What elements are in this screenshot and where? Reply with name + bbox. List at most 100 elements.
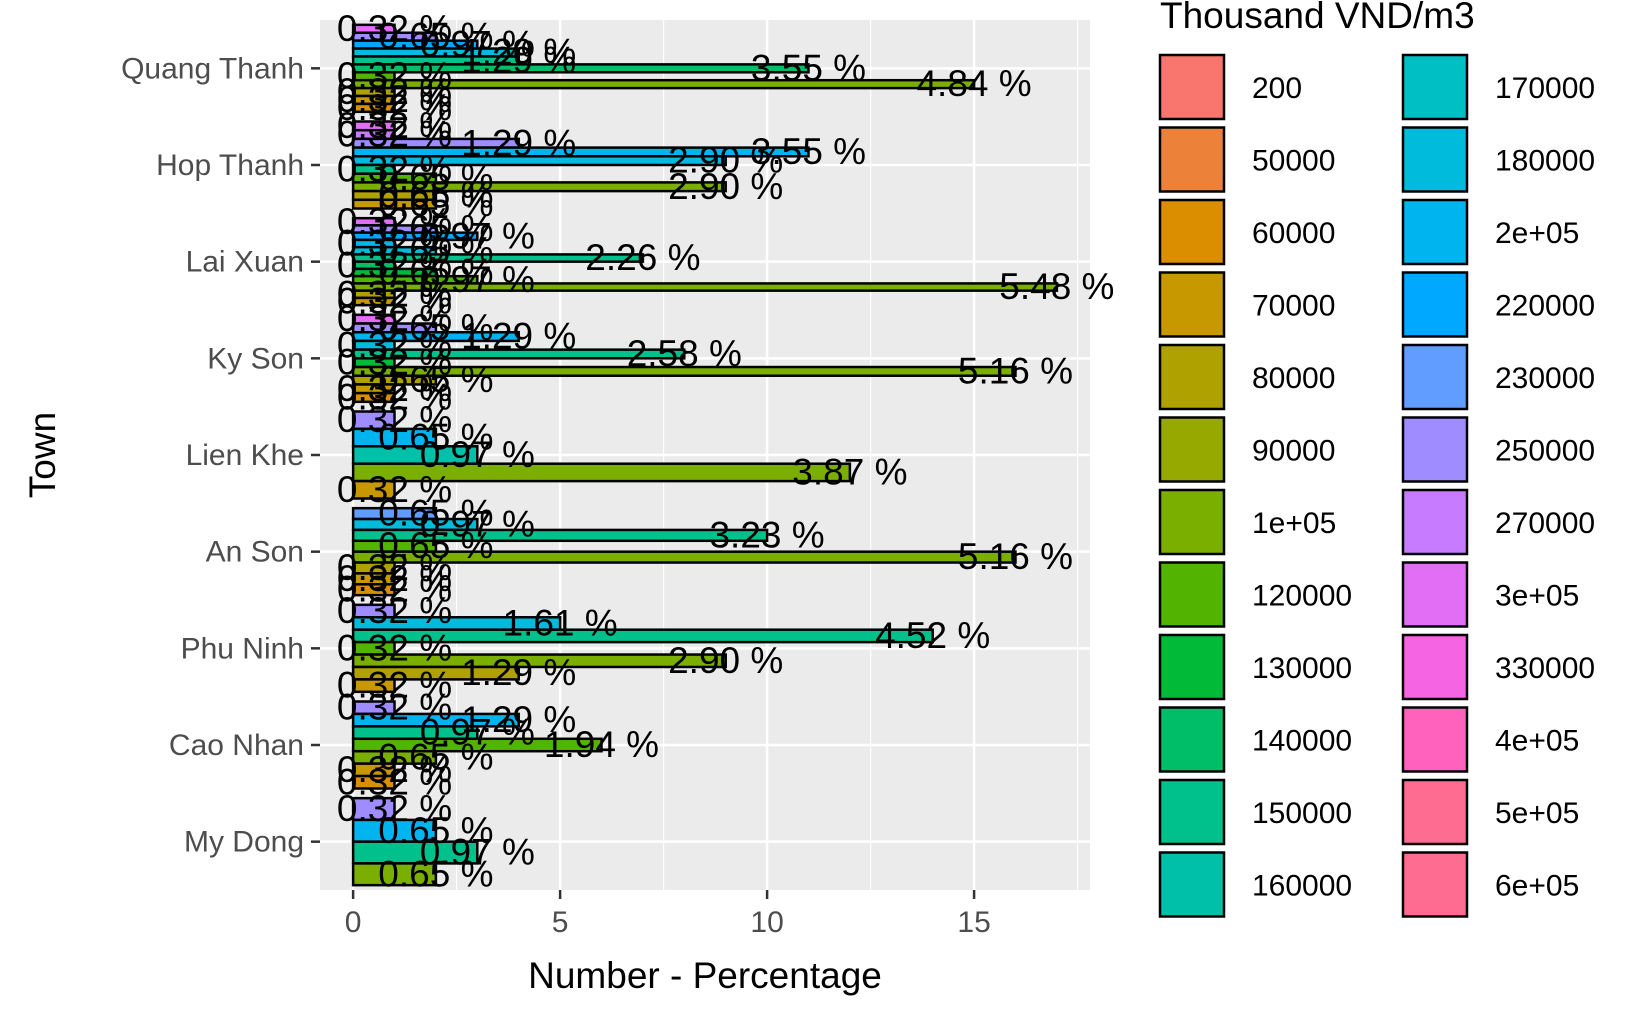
bar bbox=[351, 181, 727, 193]
legend-label: 5e+05 bbox=[1495, 797, 1579, 830]
legend-label: 70000 bbox=[1252, 290, 1335, 323]
bar-label: 0.97 % bbox=[420, 503, 535, 544]
bar-label: 2.58 % bbox=[627, 333, 742, 374]
bar bbox=[351, 479, 396, 500]
bar bbox=[351, 862, 438, 887]
bar bbox=[351, 78, 976, 90]
legend-key bbox=[1401, 778, 1469, 846]
bar-label: 4.84 % bbox=[916, 63, 1031, 104]
bar-label: 2.26 % bbox=[585, 237, 700, 278]
bar-label: 2.90 % bbox=[668, 140, 783, 181]
bar-label: 0.32 % bbox=[337, 281, 452, 322]
bar-label: 5.16 % bbox=[958, 536, 1073, 577]
bar-label: 0.32 % bbox=[337, 547, 452, 588]
bar-label: 0.65 % bbox=[378, 252, 493, 293]
bar-label: 0.32 % bbox=[337, 223, 452, 264]
legend-key bbox=[1158, 706, 1226, 773]
bar-label: 0.65 % bbox=[378, 810, 493, 851]
legend-key bbox=[1401, 851, 1469, 918]
bar bbox=[351, 348, 686, 360]
legend-label: 230000 bbox=[1495, 362, 1595, 395]
legend-label: 120000 bbox=[1252, 580, 1352, 613]
legend-key bbox=[1401, 488, 1469, 556]
legend-key bbox=[1158, 53, 1226, 121]
legend-key bbox=[1401, 126, 1469, 193]
legend-key bbox=[1158, 126, 1226, 193]
bar-label: 0.65 % bbox=[378, 16, 493, 57]
legend-key bbox=[1401, 271, 1469, 338]
bar-label: 0.65 % bbox=[378, 417, 493, 458]
bar bbox=[351, 774, 396, 790]
bar-label: 0.32 % bbox=[337, 148, 452, 189]
bar-label: 0.65 % bbox=[378, 157, 493, 198]
legend-label: 250000 bbox=[1495, 435, 1595, 468]
legend-key bbox=[1401, 53, 1469, 121]
x-tick-label: 10 bbox=[750, 906, 783, 939]
bar-label: 2.90 % bbox=[668, 640, 783, 681]
bar-label: 0.32 % bbox=[337, 788, 452, 829]
bar bbox=[351, 665, 520, 681]
bar-label: 2.90 % bbox=[668, 166, 783, 207]
bar-label: 0.32 % bbox=[337, 469, 452, 510]
legend-label: 200 bbox=[1252, 72, 1302, 105]
bar-label: 1.61 % bbox=[503, 602, 618, 643]
bar-label: 0.65 % bbox=[378, 208, 493, 249]
bar bbox=[351, 583, 396, 597]
legend-label: 140000 bbox=[1252, 725, 1352, 758]
bar bbox=[351, 737, 603, 753]
bar-label: 0.32 % bbox=[337, 590, 452, 631]
bar-label: 0.32 % bbox=[337, 569, 452, 610]
legend-key bbox=[1158, 488, 1226, 556]
legend-label: 80000 bbox=[1252, 362, 1335, 395]
bar bbox=[351, 63, 810, 74]
bar-label: 5.48 % bbox=[999, 266, 1114, 307]
legend-key bbox=[1401, 706, 1469, 773]
bar bbox=[351, 296, 396, 307]
legend-label: 60000 bbox=[1252, 217, 1335, 250]
legend-label: 1e+05 bbox=[1252, 507, 1336, 540]
bar-label: 0.65 % bbox=[378, 307, 493, 348]
bar-label: 0.32 % bbox=[337, 87, 452, 128]
legend-key bbox=[1158, 561, 1226, 628]
bar bbox=[351, 330, 520, 343]
bar-label: 0.32 % bbox=[337, 8, 452, 49]
bar-label: 0.32 % bbox=[337, 273, 452, 314]
x-tick-label: 15 bbox=[957, 906, 990, 939]
bar-label: 0.65 % bbox=[378, 493, 493, 534]
bar-label: 0.97 % bbox=[420, 712, 535, 753]
y-tick-label: Lien Khe bbox=[186, 439, 304, 472]
legend-key bbox=[1401, 633, 1469, 701]
bar-label: 0.65 % bbox=[378, 183, 493, 224]
y-tick-label: Ky Son bbox=[207, 342, 304, 375]
legend-key bbox=[1158, 633, 1226, 701]
bar bbox=[351, 678, 396, 694]
bar bbox=[351, 653, 727, 669]
bar bbox=[351, 155, 727, 167]
legend-key bbox=[1401, 416, 1469, 483]
y-tick-label: Lai Xuan bbox=[186, 246, 304, 279]
bar bbox=[351, 282, 1059, 292]
legend: Thousand VND/m3 200 50000 60000 70000 80000 9… bbox=[1158, 0, 1595, 918]
bar-label: 3.55 % bbox=[751, 131, 866, 172]
bar-label: 1.29 % bbox=[461, 316, 576, 357]
bar-label: 0.97 % bbox=[420, 434, 535, 475]
bar-label: 5.16 % bbox=[958, 350, 1073, 391]
legend-key bbox=[1401, 343, 1469, 411]
bar-label: 0.32 % bbox=[337, 105, 452, 146]
bar-label: 0.32 % bbox=[337, 79, 452, 120]
bar-label: 0.65 % bbox=[378, 174, 493, 215]
bar-label: 0.32 % bbox=[337, 399, 452, 440]
legend-label: 330000 bbox=[1495, 652, 1595, 685]
legend-label: 6e+05 bbox=[1495, 870, 1579, 903]
bar-label: 0.97 % bbox=[420, 259, 535, 300]
legend-title: Thousand VND/m3 bbox=[1160, 0, 1475, 36]
bar-label: 0.65 % bbox=[378, 525, 493, 566]
x-tick-label: 5 bbox=[552, 906, 569, 939]
bar-label: 0.32 % bbox=[337, 376, 452, 417]
legend-key bbox=[1158, 198, 1226, 266]
data-labels: 0.32 %0.65 %0.97 %1.29 %1.29 % 3.55 %0.32… bbox=[337, 8, 1115, 895]
bar bbox=[351, 628, 934, 644]
bar-label: 0.32 % bbox=[337, 55, 452, 96]
legend-label: 160000 bbox=[1252, 870, 1352, 903]
